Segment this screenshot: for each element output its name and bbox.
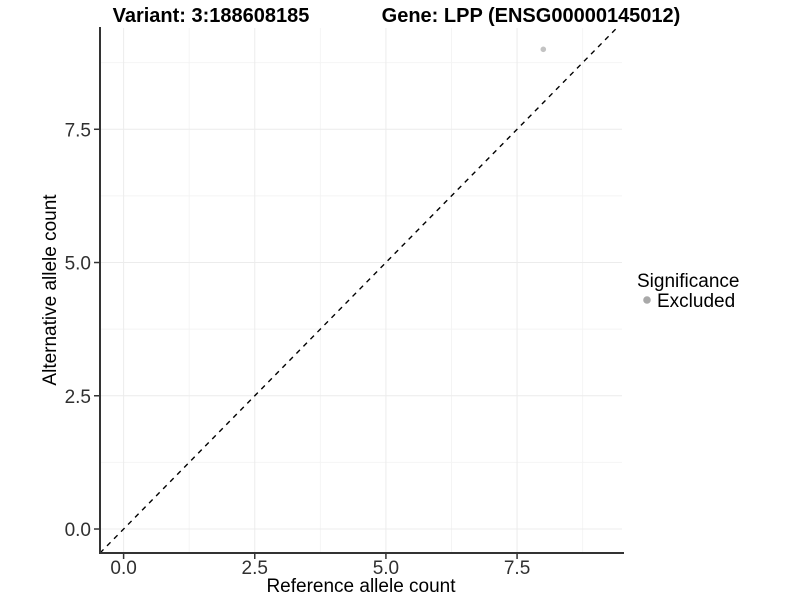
x-tick-label: 7.5: [504, 558, 530, 579]
y-tick-label: 5.0: [65, 254, 91, 275]
data-point: [540, 46, 547, 53]
y-axis-title: Alternative allele count: [40, 194, 61, 386]
plot-title-variant: Variant: 3:188608185: [113, 5, 310, 27]
y-tick-label: 0.0: [65, 520, 91, 541]
legend-item-label: Excluded: [657, 291, 735, 312]
x-axis-title: Reference allele count: [266, 576, 456, 597]
identity-line: [99, 27, 618, 554]
legend-title: Significance: [637, 271, 739, 292]
x-tick-label: 2.5: [242, 558, 268, 579]
plot-panel: 0.0 2.5 5.0 7.5 0.0 2.5 5.0 7.5: [65, 27, 624, 579]
y-tick-label: 7.5: [65, 120, 91, 141]
y-tick-label: 2.5: [65, 387, 91, 408]
legend-key-dot: [643, 296, 651, 304]
plot-title-gene: Gene: LPP (ENSG00000145012): [382, 5, 681, 27]
x-tick-label: 0.0: [110, 558, 136, 579]
legend: Significance Excluded: [637, 271, 739, 312]
x-tick-label: 5.0: [373, 558, 399, 579]
